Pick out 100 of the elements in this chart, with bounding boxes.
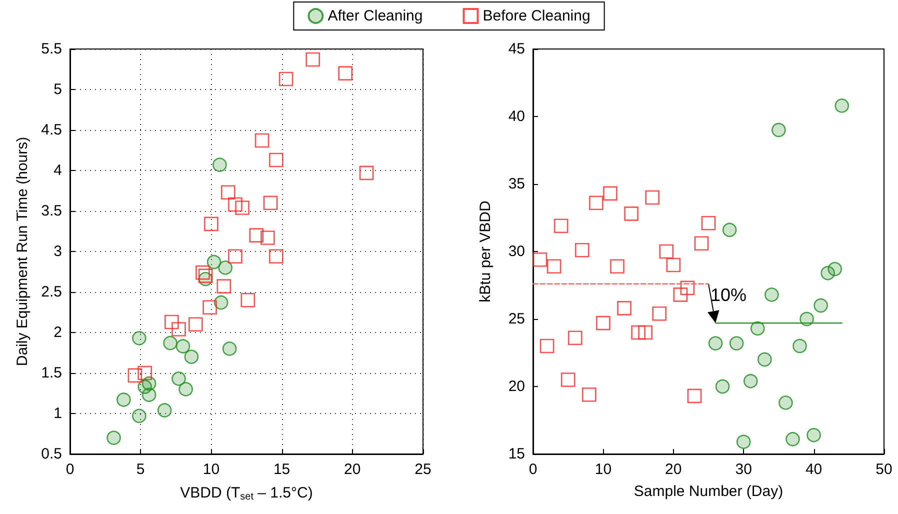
x-tick-label: 25 [414,461,432,478]
point [132,331,146,346]
point [249,228,264,242]
point [214,295,228,310]
point [729,336,744,350]
point [736,434,751,449]
x-tick-label: 0 [528,461,538,478]
point [540,338,554,354]
point [228,249,242,264]
point [554,218,568,233]
y-tick-label: 4.5 [41,122,62,138]
y-tick-label: 2.5 [41,284,62,300]
y-tick-label: 0.5 [41,446,62,462]
y-tick-label: 3 [54,243,62,260]
point [722,222,737,238]
point [128,368,142,383]
y-tick-label: 25 [508,310,525,328]
y-tick-label: 5 [54,81,62,98]
point [235,200,250,215]
point [254,133,270,148]
point [198,268,213,283]
point [792,338,807,354]
point [157,403,172,418]
y-tick-label: 20 [508,378,525,395]
point [680,280,695,296]
y-tick-label: 2 [54,324,62,341]
point [306,52,320,67]
point [172,372,186,386]
point [701,216,716,230]
point [645,190,660,205]
x-tick-label: 0 [66,461,74,478]
point [184,350,199,364]
x-axis-title: Sample Number (Day) [634,483,784,500]
x-tick-label: 15 [273,461,290,478]
point [764,288,779,302]
point [278,72,294,86]
x-tick-label: 40 [805,461,822,478]
point [220,185,236,200]
point [631,325,646,340]
point [814,298,828,313]
point [163,336,178,350]
point [269,249,284,264]
y-tick-label: 3.5 [41,202,62,220]
point [568,330,582,346]
point [260,230,275,245]
point [178,382,193,396]
legend-label: Before Cleaning [482,8,590,24]
x-tick-label: 20 [665,461,682,478]
point [582,387,596,402]
point [138,366,152,380]
y-tick-label: 15 [508,446,525,462]
point [222,342,237,356]
point [666,258,681,272]
y-tick-label: 4 [54,162,62,179]
point [263,196,278,210]
point [172,322,186,336]
point [610,259,624,274]
point [659,244,674,259]
point [806,428,821,442]
point [750,321,765,336]
x-tick-label: 20 [344,461,361,478]
point [617,301,632,316]
point [338,66,352,80]
point [828,262,842,276]
point [269,152,284,168]
point [116,392,131,407]
point [743,374,758,388]
point [212,158,227,172]
y-tick-label: 5.5 [41,40,62,58]
point [638,325,652,340]
point [652,306,667,321]
point [532,252,548,267]
point [164,314,179,330]
point [778,396,793,410]
point [560,372,576,387]
point [603,186,618,201]
point [800,312,814,326]
point [176,339,190,354]
y-axis-title: kBtu per VBDD [477,200,494,302]
point [196,265,210,280]
y-tick-label: 1.5 [41,364,62,382]
x-tick-label: 50 [876,461,892,478]
point [596,316,610,330]
point [589,196,604,210]
y-tick-label: 35 [508,176,525,192]
point [228,197,242,212]
y-axis-title: Daily Equipment Run Time (hours) [14,136,31,366]
point [758,352,772,367]
point [834,98,850,113]
legend-label: After Cleaning [328,8,423,24]
annotation: 10% [710,284,747,305]
point [624,206,638,221]
point [359,166,374,180]
y-tick-label: 30 [508,243,525,260]
point [202,300,217,315]
point [206,254,222,270]
point [218,260,232,275]
y-tick-label: 1 [54,405,62,422]
y-tick-label: 40 [508,108,525,125]
x-tick-label: 30 [735,461,752,478]
